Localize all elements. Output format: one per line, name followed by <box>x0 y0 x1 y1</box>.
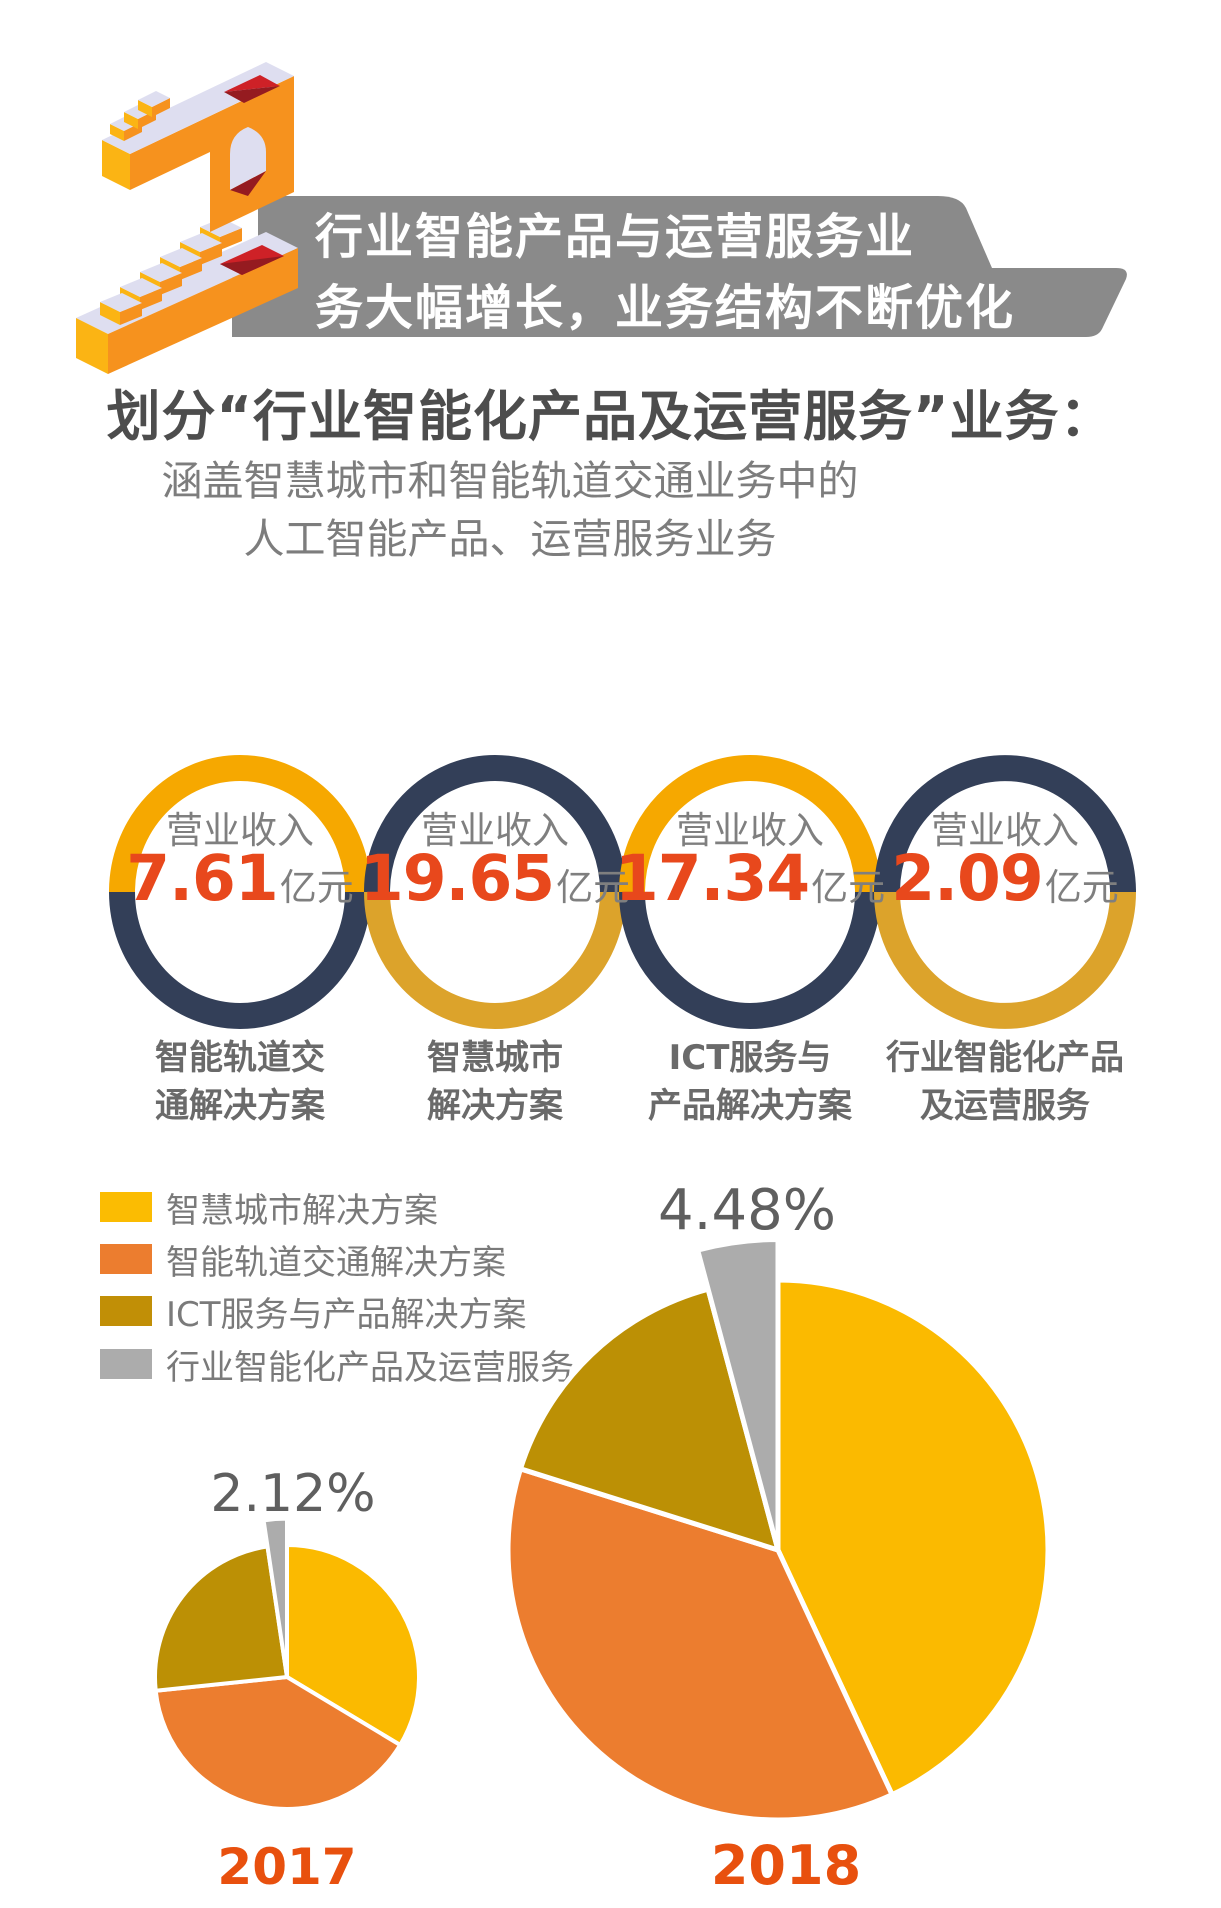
ring1-revenue-caption: 营业收入 <box>166 809 314 852</box>
pie-2017-year-label: 2017 <box>217 1838 357 1896</box>
ring1-revenue-value: 7.61 亿元 <box>100 842 380 915</box>
ring2-revenue-caption: 营业收入 <box>421 809 569 852</box>
page-subtitle-line1: 涵盖智慧城市和智能轨道交通业务中的 <box>161 457 859 505</box>
ring-rail-transit <box>109 755 371 1029</box>
pie-slice-rail-transit <box>153 1675 403 1811</box>
ring-arc-bottom <box>619 891 881 1029</box>
banner-text-line1: 行业智能产品与运营服务业 <box>315 209 916 265</box>
ring3-value-unit: 亿元 <box>811 866 886 909</box>
ring-arc-top <box>874 755 1136 893</box>
ring4-label: 行业智能化产品 及运营服务 <box>886 1038 1124 1126</box>
ring-smart-city <box>364 755 626 1029</box>
ring-ict <box>619 755 881 1029</box>
ring2-revenue-value: 19.65 亿元 <box>355 842 635 915</box>
ring-industry-ai <box>874 755 1136 1029</box>
legend-swatch-smart-city <box>100 1192 152 1222</box>
legend-item-rail-transit: 智能轨道交通解决方案 <box>100 1240 506 1283</box>
pie-slice-smart-city <box>775 1277 1051 1798</box>
page-subtitle-line2: 人工智能产品、运营服务业务 <box>243 515 777 563</box>
legend-item-smart-city: 智慧城市解决方案 <box>100 1188 438 1231</box>
pie-slice-industry-ai <box>261 1516 289 1679</box>
pie-2018-year-label: 2018 <box>710 1834 862 1897</box>
ring3-revenue-value: 17.34 亿元 <box>610 842 890 915</box>
ring-arc-bottom <box>364 891 626 1029</box>
legend-swatch-ict <box>100 1296 152 1326</box>
revenue-rings-chart <box>109 755 1136 1029</box>
ring4-value-unit: 亿元 <box>1044 866 1119 909</box>
pie-chart-2018 <box>505 1237 1051 1823</box>
pie-chart-2017 <box>153 1516 421 1811</box>
banner-bar-bottom <box>232 268 1127 337</box>
ring-arc-bottom <box>874 891 1136 1029</box>
ring2-value-number: 19.65 <box>359 842 555 915</box>
ring3-revenue-caption: 营业收入 <box>676 809 824 852</box>
banner-text-line2: 务大幅增长，业务结构不断优化 <box>315 279 1016 336</box>
pie-slice-ict <box>517 1286 781 1553</box>
ring4-value-number: 2.09 <box>891 842 1043 915</box>
ring1-value-unit: 亿元 <box>279 866 354 909</box>
page-title: 划分“行业智能化产品及运营服务”业务： <box>106 385 1115 448</box>
banner-ribbon <box>232 196 1127 337</box>
staircase <box>100 218 242 325</box>
pie-slice-ict <box>153 1544 289 1693</box>
ring1-value-number: 7.61 <box>126 842 278 915</box>
pie-slice-industry-ai <box>695 1237 781 1553</box>
ring4-revenue-caption: 营业收入 <box>931 809 1079 852</box>
ring3-value-number: 17.34 <box>614 842 810 915</box>
legend-swatch-rail-transit <box>100 1244 152 1274</box>
ring3-label: ICT服务与 产品解决方案 <box>648 1038 852 1126</box>
ring2-value-unit: 亿元 <box>556 866 631 909</box>
banner-bar-top <box>258 196 992 268</box>
ring2-label: 智慧城市 解决方案 <box>427 1038 563 1126</box>
ring-arc-bottom <box>109 891 371 1029</box>
ring-arc-top <box>109 755 371 893</box>
legend-item-industry-ai: 行业智能化产品及运营服务 <box>100 1345 574 1388</box>
legend-item-ict: ICT服务与产品解决方案 <box>100 1292 527 1335</box>
pie-slice-rail-transit <box>505 1466 895 1823</box>
numeral-2-illustration <box>76 62 298 374</box>
ring-arc-top <box>619 755 881 893</box>
pie-2018-callout: 4.48% <box>658 1178 836 1243</box>
ring-arc-top <box>364 755 626 893</box>
pie-2017-callout: 2.12% <box>210 1464 376 1524</box>
ring1-label: 智能轨道交 通解决方案 <box>155 1038 325 1126</box>
legend-swatch-industry-ai <box>100 1349 152 1379</box>
ring4-revenue-value: 2.09 亿元 <box>865 842 1145 915</box>
